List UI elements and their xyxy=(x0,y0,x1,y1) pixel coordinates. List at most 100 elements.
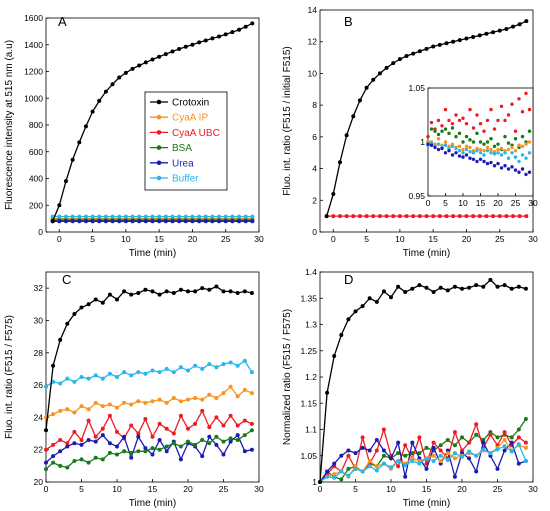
data-point xyxy=(177,214,182,219)
panel-letter: C xyxy=(62,272,71,287)
data-point xyxy=(377,214,382,219)
data-point xyxy=(72,410,77,415)
data-point xyxy=(235,291,240,295)
data-point xyxy=(509,440,514,445)
data-point xyxy=(177,47,182,52)
data-point xyxy=(178,413,183,418)
data-point xyxy=(497,214,502,219)
data-point xyxy=(374,448,379,453)
data-point xyxy=(516,442,521,447)
y-tick-label: 1.35 xyxy=(300,293,317,303)
data-point xyxy=(163,214,168,219)
data-point xyxy=(424,456,429,461)
data-point xyxy=(130,219,135,224)
data-point xyxy=(86,407,91,412)
data-point xyxy=(100,457,105,462)
data-point xyxy=(489,151,493,155)
data-point xyxy=(44,447,48,452)
data-point xyxy=(346,448,351,453)
data-point xyxy=(230,30,235,35)
data-point xyxy=(143,371,148,376)
data-point xyxy=(496,147,500,152)
data-point xyxy=(57,214,62,219)
data-point xyxy=(499,166,504,170)
data-point xyxy=(93,455,98,460)
data-point xyxy=(438,285,443,290)
x-tick-label: 15 xyxy=(428,234,438,244)
data-point xyxy=(200,366,205,371)
data-point xyxy=(454,146,458,151)
data-point xyxy=(193,289,198,294)
data-point xyxy=(79,442,84,447)
data-point xyxy=(464,134,469,139)
data-point xyxy=(143,417,148,421)
data-point xyxy=(436,118,441,123)
data-point xyxy=(186,439,190,444)
data-point xyxy=(468,156,472,160)
data-point xyxy=(478,140,483,144)
data-point xyxy=(452,456,457,461)
data-point xyxy=(83,124,88,129)
data-point xyxy=(475,148,479,153)
data-point xyxy=(129,373,134,378)
data-point xyxy=(44,428,48,433)
data-point xyxy=(481,447,486,452)
data-point xyxy=(90,214,95,219)
data-point xyxy=(137,214,142,219)
data-point xyxy=(524,172,528,177)
series-line xyxy=(45,429,253,470)
x-tick-label: 30 xyxy=(254,484,264,494)
data-point xyxy=(452,451,457,456)
data-point xyxy=(110,219,115,224)
data-point xyxy=(129,423,134,428)
data-point xyxy=(103,214,108,219)
y-tick-label: 1.2 xyxy=(305,372,317,382)
y-tick-label: 24 xyxy=(34,412,44,422)
data-point xyxy=(337,214,342,219)
data-point xyxy=(520,167,525,171)
data-point xyxy=(117,75,122,80)
data-point xyxy=(237,219,242,224)
x-tick-label: 5 xyxy=(90,234,95,244)
plot-frame xyxy=(319,271,534,483)
data-point xyxy=(70,219,75,224)
data-point xyxy=(371,214,376,219)
x-tick-label: 0 xyxy=(331,234,336,244)
data-point xyxy=(100,376,105,381)
data-point xyxy=(86,302,91,307)
data-point xyxy=(63,219,68,224)
data-point xyxy=(482,148,486,153)
data-point xyxy=(93,373,98,378)
data-point xyxy=(221,391,226,396)
data-point xyxy=(339,333,344,337)
y-tick-label: 26 xyxy=(34,380,44,390)
data-point xyxy=(193,442,198,447)
data-point xyxy=(482,153,486,157)
data-point xyxy=(445,457,450,462)
data-point xyxy=(457,144,462,149)
data-point xyxy=(481,440,486,445)
panel-letter: B xyxy=(344,14,353,29)
data-point xyxy=(452,474,457,479)
data-point xyxy=(447,148,451,153)
data-point xyxy=(424,214,429,219)
data-point xyxy=(107,441,112,446)
data-point xyxy=(502,283,507,288)
data-point xyxy=(157,438,162,442)
data-point xyxy=(503,118,507,123)
data-point xyxy=(107,450,112,455)
x-tick-label: 10 xyxy=(395,234,405,244)
data-point xyxy=(200,408,205,413)
data-point xyxy=(461,155,465,159)
y-tick-label: 1.1 xyxy=(305,425,317,435)
data-point xyxy=(243,24,248,29)
data-point xyxy=(451,214,456,219)
data-point xyxy=(100,433,105,438)
data-point xyxy=(210,219,215,224)
data-point xyxy=(183,214,188,219)
data-point xyxy=(457,131,462,136)
data-point xyxy=(474,453,479,458)
data-point xyxy=(460,454,464,459)
data-point xyxy=(443,143,448,147)
data-point xyxy=(517,97,521,101)
